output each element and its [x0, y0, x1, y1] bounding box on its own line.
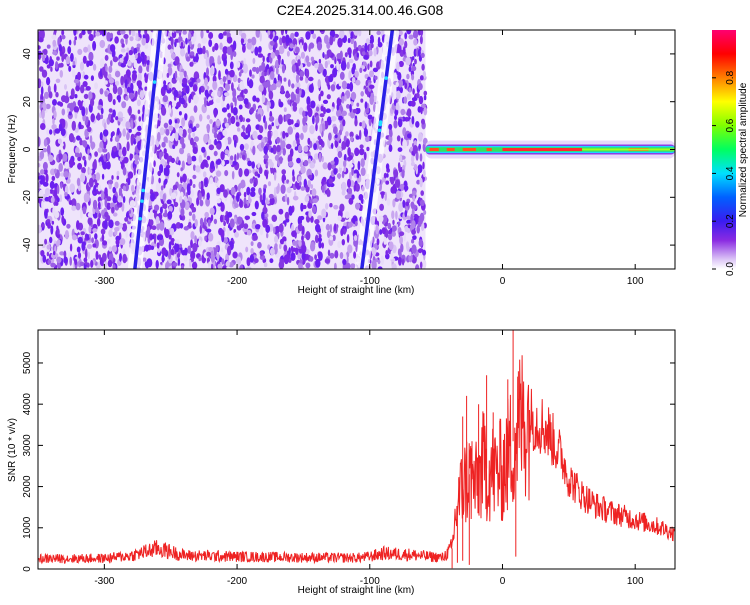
snr-x-ticks: -300 -200 -100 0 100	[94, 330, 644, 587]
spectrogram-x-tick-label: -300	[94, 276, 114, 287]
signal-hotspot-4	[486, 148, 492, 151]
spectrogram-y-tick-label: 0	[22, 146, 33, 152]
spectrogram-x-tick-label: 100	[627, 276, 644, 287]
colorbar	[712, 30, 736, 269]
spectrogram-streak-2	[360, 30, 395, 269]
spectrogram-streaks	[127, 30, 400, 269]
spectrogram-y-tick-label: 40	[22, 48, 33, 60]
spectrogram-x-tick-label: -100	[360, 276, 380, 287]
colorbar-label: Normalized spectral amplitude	[738, 82, 749, 217]
snr-series-line	[38, 330, 675, 569]
snr-x-tick-label: -200	[227, 576, 247, 587]
snr-y-tick-label: 4000	[22, 393, 33, 416]
snr-y-tick-label: 1000	[22, 516, 33, 539]
signal-hotspot-1	[429, 148, 439, 151]
snr-x-tick-label: 100	[627, 576, 644, 587]
snr-x-tick-label: -100	[360, 576, 380, 587]
spectrogram-y-axis-label: Frequency (Hz)	[7, 115, 18, 184]
snr-y-tick-label: 3000	[22, 434, 33, 457]
colorbar-tick-label: 0.4	[725, 166, 736, 180]
signal-hotspot-5	[502, 148, 583, 151]
spectrogram-x-tick-label: 0	[500, 276, 506, 287]
snr-y-tick-label: 5000	[22, 351, 33, 374]
snr-x-tick-label: -300	[94, 576, 114, 587]
colorbar-tick-label: 0.8	[725, 70, 736, 84]
signal-hotspot-2	[446, 148, 455, 151]
spectrogram-x-tick-label: -200	[227, 276, 247, 287]
snr-x-axis-label: Height of straight line (km)	[298, 585, 415, 596]
colorbar-tick-label: 0.0	[725, 262, 736, 276]
colorbar-tick-label: 0.2	[725, 214, 736, 228]
spectrogram-signal-line	[425, 140, 675, 159]
colorbar-ticks: 0.0 0.2 0.4 0.6 0.8	[712, 70, 736, 276]
snr-y-ticks: 0 1000 2000 3000 4000 5000	[22, 351, 675, 572]
spectrogram-y-tick-label: -20	[22, 190, 33, 205]
figure-title: C2E4.2025.314.00.46.G08	[277, 2, 444, 18]
spectrogram-y-ticks: -40 -20 0 20 40	[22, 48, 675, 252]
snr-frame	[37, 329, 676, 570]
spectrogram-streak-1	[133, 30, 162, 269]
spectrogram-x-axis-label: Height of straight line (km)	[298, 285, 415, 296]
spectrogram-y-tick-label: 20	[22, 96, 33, 108]
signal-hotspot-3	[462, 148, 476, 151]
snr-y-tick-label: 0	[22, 566, 33, 572]
colorbar-tick-label: 0.6	[725, 118, 736, 132]
snr-panel: -300 -200 -100 0 100 0 1000 2000 3000 4000 5000 H…	[7, 329, 676, 596]
snr-y-axis-label: SNR (10 * v/v)	[7, 418, 18, 482]
spectrogram-y-tick-label: -40	[22, 237, 33, 252]
snr-x-tick-label: 0	[500, 576, 506, 587]
spectrogram-x-ticks: -300 -200 -100 0 100	[94, 30, 644, 287]
snr-y-tick-label: 2000	[22, 475, 33, 498]
signal-tail	[582, 148, 675, 151]
